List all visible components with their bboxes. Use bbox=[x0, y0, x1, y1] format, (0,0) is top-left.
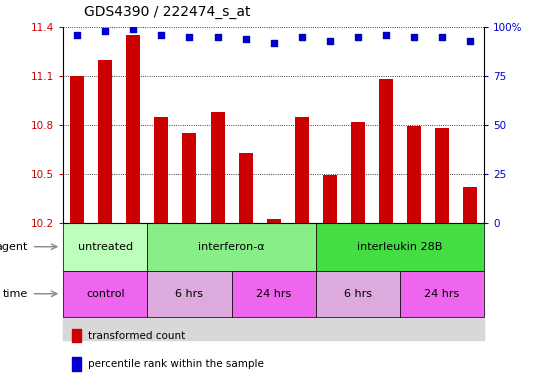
Bar bbox=[267, 219, 280, 223]
Point bbox=[73, 31, 82, 38]
Bar bbox=[295, 117, 309, 223]
Bar bbox=[70, 76, 84, 223]
Bar bbox=[400, 223, 428, 340]
Bar bbox=[400, 271, 484, 317]
Bar bbox=[204, 223, 232, 340]
Bar bbox=[155, 117, 168, 223]
Point bbox=[270, 40, 278, 46]
Bar bbox=[463, 187, 477, 223]
Bar bbox=[260, 223, 288, 340]
Bar bbox=[63, 223, 147, 271]
Text: transformed count: transformed count bbox=[87, 331, 185, 341]
Bar bbox=[316, 223, 344, 340]
Bar bbox=[435, 128, 449, 223]
Bar bbox=[211, 112, 224, 223]
Bar bbox=[98, 60, 112, 223]
Bar bbox=[428, 223, 456, 340]
Text: untreated: untreated bbox=[78, 242, 133, 252]
Bar bbox=[456, 223, 484, 340]
Point bbox=[409, 34, 418, 40]
Text: 24 hrs: 24 hrs bbox=[424, 289, 460, 299]
Bar bbox=[407, 126, 421, 223]
Point bbox=[297, 34, 306, 40]
Bar bbox=[351, 121, 365, 223]
Bar bbox=[175, 223, 204, 340]
Bar bbox=[126, 35, 140, 223]
Point bbox=[213, 34, 222, 40]
Bar bbox=[147, 223, 316, 271]
Bar bbox=[147, 271, 232, 317]
Bar bbox=[232, 223, 260, 340]
Bar bbox=[63, 223, 91, 340]
Text: 24 hrs: 24 hrs bbox=[256, 289, 292, 299]
Text: control: control bbox=[86, 289, 125, 299]
Point bbox=[157, 31, 166, 38]
Bar bbox=[372, 223, 400, 340]
Point bbox=[185, 34, 194, 40]
Bar bbox=[316, 271, 400, 317]
Text: interleukin 28B: interleukin 28B bbox=[357, 242, 443, 252]
Text: 6 hrs: 6 hrs bbox=[175, 289, 204, 299]
Point bbox=[326, 38, 334, 44]
Bar bbox=[316, 223, 484, 271]
Text: agent: agent bbox=[0, 242, 28, 252]
Point bbox=[438, 34, 447, 40]
Text: 6 hrs: 6 hrs bbox=[344, 289, 372, 299]
Bar bbox=[288, 223, 316, 340]
Text: interferon-α: interferon-α bbox=[198, 242, 265, 252]
Text: percentile rank within the sample: percentile rank within the sample bbox=[87, 359, 263, 369]
Point bbox=[465, 38, 474, 44]
Bar bbox=[379, 79, 393, 223]
Point bbox=[241, 36, 250, 42]
Bar bbox=[72, 329, 81, 343]
Bar bbox=[232, 271, 316, 317]
Point bbox=[382, 31, 390, 38]
Bar bbox=[323, 175, 337, 223]
Bar bbox=[183, 133, 196, 223]
Text: time: time bbox=[2, 289, 28, 299]
Bar bbox=[72, 357, 81, 371]
Bar bbox=[147, 223, 175, 340]
Bar bbox=[239, 152, 252, 223]
Text: GDS4390 / 222474_s_at: GDS4390 / 222474_s_at bbox=[84, 5, 251, 19]
Bar bbox=[91, 223, 119, 340]
Bar bbox=[119, 223, 147, 340]
Bar bbox=[63, 271, 147, 317]
Point bbox=[101, 28, 110, 34]
Point bbox=[353, 34, 362, 40]
Point bbox=[129, 26, 138, 32]
Bar bbox=[344, 223, 372, 340]
